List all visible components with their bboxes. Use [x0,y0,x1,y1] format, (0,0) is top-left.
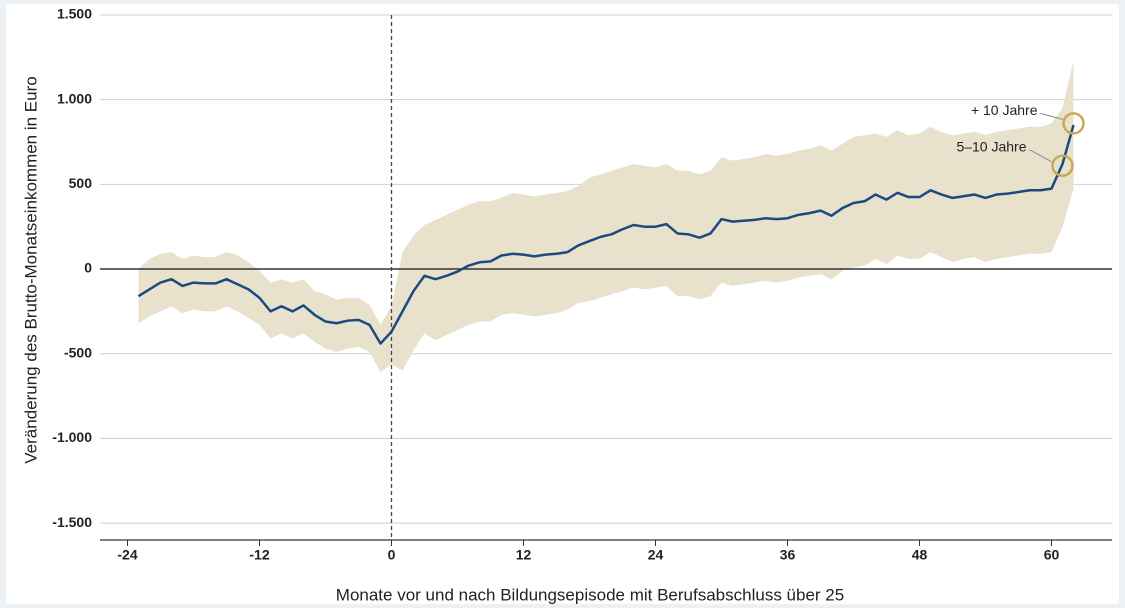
line [137,124,1075,345]
x-tick-label: 0 [388,547,396,563]
y-tick-label: 0 [84,260,92,276]
y-tick-label: -1.500 [52,514,92,530]
annotation-leader [1040,112,1063,120]
x-tick-label: 12 [516,547,532,563]
y-axis-label: Veränderung des Brutto-Monatseinkommen i… [21,76,40,463]
annotation-text: + 10 Jahre [971,102,1038,118]
annotation-circle [1051,154,1074,177]
x-tick-label: -24 [117,547,137,563]
y-tick-label: 500 [69,175,93,191]
y-tick-label: -500 [64,344,92,360]
x-axis-label: Monate vor und nach Bildungsepisode mit … [336,585,844,604]
y-tick-label: 1.500 [57,6,92,22]
x-tick-label: 60 [1044,547,1060,563]
annotation-text: 5–10 Jahre [956,138,1026,154]
x-tick-label: 36 [780,547,796,563]
annotation-leader [1029,149,1052,163]
y-tick-label: -1.000 [52,429,92,445]
confidence-band [138,60,1074,373]
y-tick-label: 1.000 [57,90,92,106]
x-tick-label: -12 [249,547,269,563]
x-tick-label: 48 [912,547,928,563]
annotation-circle [1062,112,1085,135]
x-tick-label: 24 [648,547,664,563]
